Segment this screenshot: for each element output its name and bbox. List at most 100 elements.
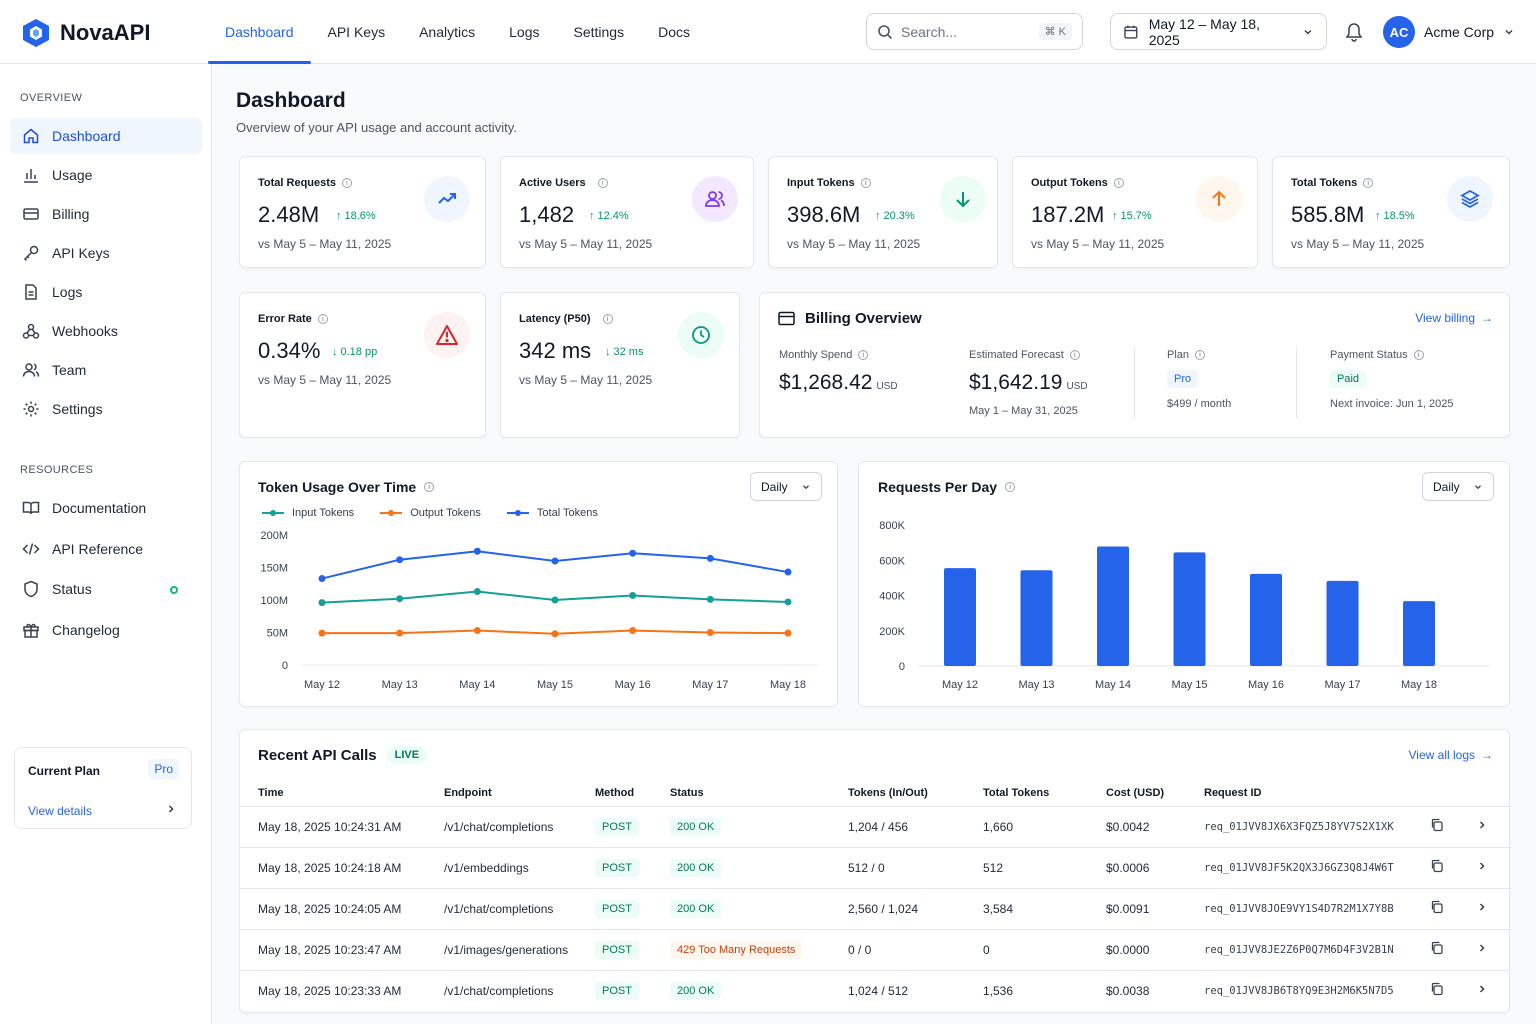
- info-icon[interactable]: i: [858, 350, 869, 360]
- chevron-right-icon[interactable]: [1476, 983, 1488, 995]
- data-point[interactable]: [396, 629, 404, 637]
- sidebar-item-documentation[interactable]: Documentation: [10, 490, 202, 526]
- legend-item[interactable]: Input Tokens: [262, 507, 354, 519]
- table-row[interactable]: May 18, 2025 10:23:33 AM/v1/chat/complet…: [240, 970, 1510, 1011]
- sidebar-item-logs[interactable]: Logs: [10, 274, 202, 310]
- info-icon[interactable]: i: [1413, 350, 1424, 360]
- info-icon[interactable]: i: [424, 482, 435, 492]
- bell-icon[interactable]: [1344, 20, 1364, 42]
- sidebar-item-api-reference[interactable]: API Reference: [10, 531, 202, 567]
- bar[interactable]: [1326, 580, 1359, 666]
- col-header[interactable]: Time: [240, 780, 444, 807]
- search-box[interactable]: ⌘ K: [866, 13, 1083, 50]
- data-point[interactable]: [706, 629, 714, 636]
- data-point[interactable]: [318, 629, 326, 637]
- data-point[interactable]: [629, 549, 637, 557]
- sidebar-item-dashboard[interactable]: Dashboard: [10, 118, 202, 154]
- bar[interactable]: [1173, 552, 1206, 666]
- view-plan-details-link[interactable]: View details: [28, 804, 92, 818]
- data-point[interactable]: [784, 568, 792, 576]
- token-granularity-select[interactable]: Daily: [750, 472, 822, 501]
- data-point[interactable]: [706, 595, 714, 603]
- bar[interactable]: [1020, 570, 1053, 666]
- data-point[interactable]: [473, 588, 481, 596]
- date-range-picker[interactable]: May 12 – May 18, 2025: [1110, 13, 1327, 50]
- data-point[interactable]: [629, 591, 637, 599]
- data-point[interactable]: [396, 556, 404, 564]
- copy-icon[interactable]: [1430, 818, 1444, 832]
- nav-analytics[interactable]: Analytics: [419, 24, 476, 40]
- col-header[interactable]: Status: [670, 780, 848, 807]
- requests-granularity-select[interactable]: Daily: [1422, 472, 1494, 501]
- bar[interactable]: [1097, 546, 1129, 666]
- data-point[interactable]: [396, 595, 404, 603]
- data-point[interactable]: [784, 629, 792, 637]
- cell-status: 200 OK: [670, 806, 848, 848]
- chevron-right-icon[interactable]: [165, 803, 177, 815]
- bar[interactable]: [1403, 601, 1435, 666]
- info-icon[interactable]: i: [1363, 178, 1374, 188]
- logo[interactable]: NovaAPI: [22, 18, 150, 48]
- cell-method: POST: [595, 929, 670, 971]
- sidebar-item-settings[interactable]: Settings: [10, 391, 202, 427]
- sidebar-item-status[interactable]: Status: [10, 571, 202, 607]
- col-header[interactable]: Request ID: [1204, 780, 1430, 807]
- sidebar-item-api-keys[interactable]: API Keys: [10, 235, 202, 271]
- nav-settings[interactable]: Settings: [573, 24, 625, 40]
- info-icon[interactable]: i: [1113, 178, 1124, 188]
- sidebar-item-team[interactable]: Team: [10, 352, 202, 388]
- nav-api-keys[interactable]: API Keys: [327, 24, 386, 40]
- search-input[interactable]: [901, 23, 1031, 40]
- user-menu[interactable]: AC Acme Corp: [1383, 16, 1515, 48]
- info-icon[interactable]: i: [597, 178, 608, 188]
- copy-icon[interactable]: [1430, 859, 1444, 873]
- bar[interactable]: [1250, 573, 1282, 666]
- legend-item[interactable]: Output Tokens: [380, 507, 481, 519]
- info-icon[interactable]: i: [317, 314, 328, 324]
- table-row[interactable]: May 18, 2025 10:24:18 AM/v1/embeddings PO…: [240, 847, 1510, 889]
- data-point[interactable]: [318, 599, 326, 607]
- data-point[interactable]: [784, 598, 792, 606]
- view-billing-link[interactable]: View billing →: [1415, 311, 1493, 325]
- col-header[interactable]: Cost (USD): [1106, 780, 1204, 807]
- data-point[interactable]: [551, 557, 559, 565]
- col-header[interactable]: Tokens (In/Out): [848, 780, 983, 807]
- data-point[interactable]: [706, 554, 714, 562]
- chevron-right-icon[interactable]: [1476, 942, 1488, 954]
- table-row[interactable]: May 18, 2025 10:24:05 AM/v1/chat/complet…: [240, 888, 1510, 930]
- sidebar-item-billing[interactable]: Billing: [10, 196, 202, 232]
- data-point[interactable]: [318, 575, 326, 583]
- cell-tokens: 1,024 / 512: [848, 983, 909, 998]
- data-point[interactable]: [551, 630, 559, 638]
- info-icon[interactable]: i: [1195, 350, 1206, 360]
- data-point[interactable]: [473, 627, 481, 635]
- table-row[interactable]: May 18, 2025 10:23:47 AM/v1/images/gener…: [240, 929, 1510, 971]
- sidebar-item-webhooks[interactable]: Webhooks: [10, 313, 202, 349]
- sidebar-item-changelog[interactable]: Changelog: [10, 612, 202, 648]
- data-point[interactable]: [473, 547, 481, 555]
- col-header[interactable]: Total Tokens: [983, 780, 1106, 807]
- info-icon[interactable]: i: [860, 178, 871, 188]
- chevron-right-icon[interactable]: [1476, 860, 1488, 872]
- nav-logs[interactable]: Logs: [509, 24, 540, 40]
- view-all-logs-link[interactable]: View all logs →: [1409, 748, 1493, 762]
- info-icon[interactable]: i: [1069, 350, 1080, 360]
- nav-docs[interactable]: Docs: [658, 24, 690, 40]
- info-icon[interactable]: i: [1005, 482, 1016, 492]
- info-icon[interactable]: i: [602, 314, 613, 324]
- table-row[interactable]: May 18, 2025 10:24:31 AM/v1/chat/complet…: [240, 806, 1510, 848]
- chevron-right-icon[interactable]: [1476, 901, 1488, 913]
- data-point[interactable]: [629, 627, 637, 635]
- copy-icon[interactable]: [1430, 900, 1444, 914]
- sidebar-item-usage[interactable]: Usage: [10, 157, 202, 193]
- col-header[interactable]: Endpoint: [444, 780, 595, 807]
- data-point[interactable]: [551, 596, 559, 604]
- col-header[interactable]: Method: [595, 780, 670, 807]
- chevron-right-icon[interactable]: [1476, 819, 1488, 831]
- legend-item[interactable]: Total Tokens: [506, 507, 598, 519]
- nav-dashboard[interactable]: Dashboard: [208, 0, 311, 64]
- copy-icon[interactable]: [1430, 982, 1444, 996]
- bar[interactable]: [944, 568, 976, 666]
- copy-icon[interactable]: [1430, 941, 1444, 955]
- info-icon[interactable]: i: [342, 178, 353, 188]
